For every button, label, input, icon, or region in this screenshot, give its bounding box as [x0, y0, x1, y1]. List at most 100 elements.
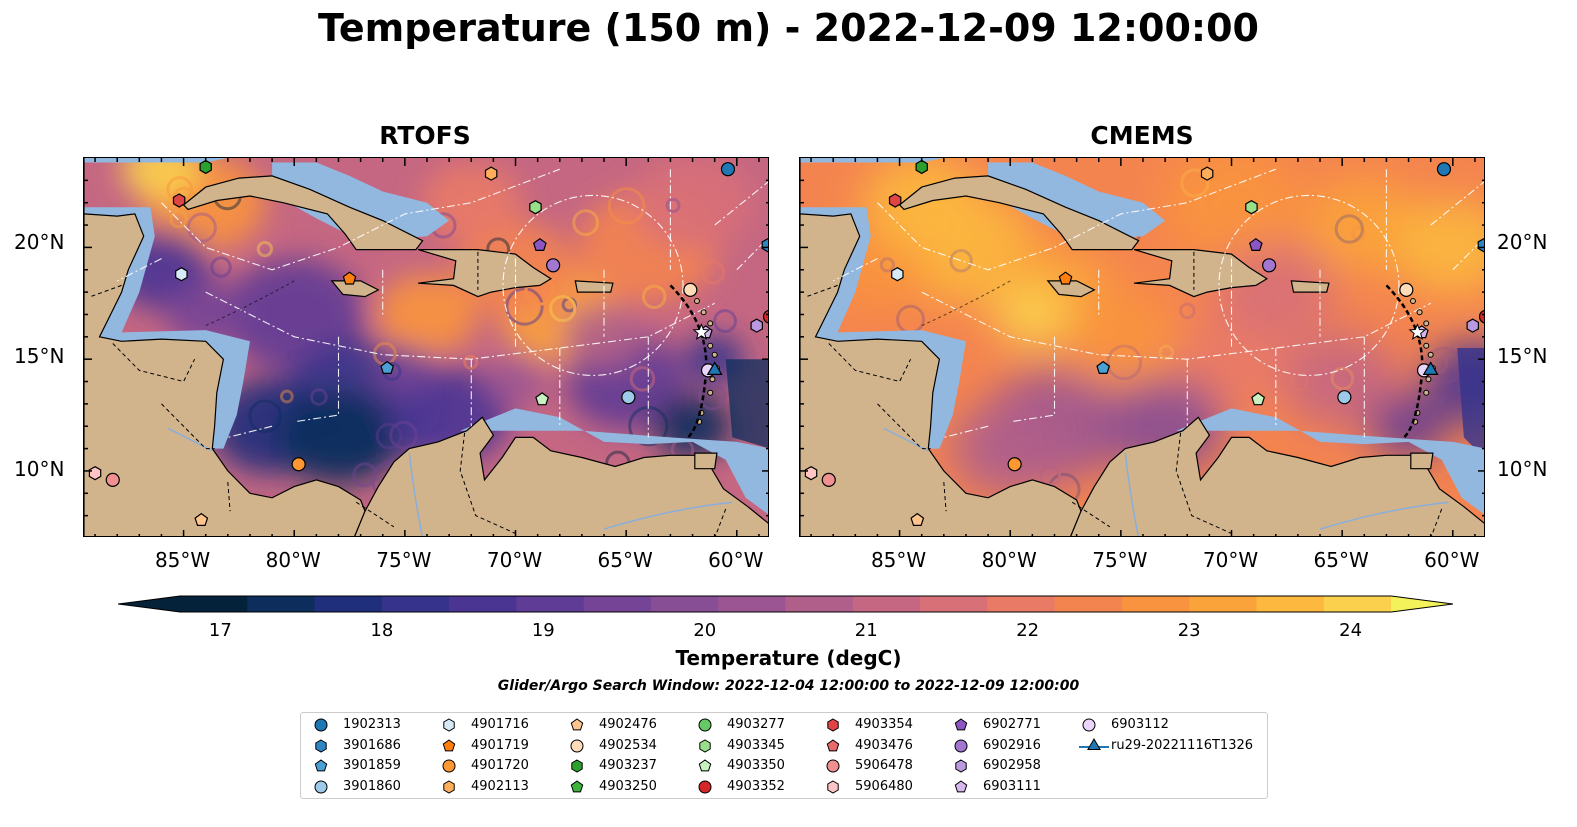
legend-marker	[954, 779, 968, 792]
observation-marker	[172, 193, 186, 208]
observation-marker	[1466, 318, 1480, 333]
observation-marker	[762, 309, 768, 324]
colorbar-segment	[1189, 596, 1257, 612]
legend-marker	[826, 759, 840, 773]
glider-star-marker	[692, 323, 711, 340]
colorbar-tick-label: 21	[854, 620, 878, 641]
colorbar-segment	[650, 596, 719, 612]
lon-label: 60°W	[1424, 548, 1480, 572]
colorbar-segment	[1323, 596, 1392, 612]
legend-label: 4903250	[599, 778, 657, 794]
legend-marker	[827, 718, 839, 732]
lon-label: 70°W	[486, 548, 543, 572]
lat-label-right: 15°N	[1497, 344, 1548, 368]
legend-marker	[442, 738, 456, 751]
lon-label: 60°W	[708, 548, 764, 572]
panel-title-cmems: CMEMS	[1090, 121, 1194, 150]
observation-marker	[535, 392, 550, 406]
legend-label: 4902534	[599, 737, 657, 753]
observation-marker	[761, 238, 768, 253]
colorbar-segment	[1054, 596, 1123, 612]
legend-label: 5906480	[855, 778, 913, 794]
observation-marker	[891, 267, 904, 282]
observation-marker	[750, 318, 764, 333]
legend-label: 4903277	[727, 717, 785, 732]
lon-label: 70°W	[1202, 548, 1259, 572]
legend-marker	[698, 718, 712, 732]
colorbar-tick-label: 24	[1339, 620, 1363, 641]
lat-label-left: 20°N	[14, 230, 65, 254]
colorbar-tick-label: 23	[1177, 620, 1201, 641]
lon-label: 80°W	[981, 548, 1037, 572]
legend-marker	[570, 779, 584, 792]
observation-marker	[1422, 361, 1439, 375]
glider-star-marker	[1408, 323, 1427, 340]
colorbar-segment	[449, 596, 517, 612]
colorbar-tick-label: 18	[370, 620, 394, 641]
observation-marker	[291, 457, 306, 472]
legend-marker	[314, 780, 328, 793]
observation-marker	[683, 282, 698, 297]
observation-marker	[1436, 162, 1452, 177]
observation-marker	[529, 200, 542, 215]
observation-marker	[1248, 237, 1263, 252]
legend-label: 6903111	[983, 778, 1041, 794]
legend-label: 3901859	[343, 758, 401, 773]
colorbar-segment	[718, 596, 786, 612]
observation-marker	[88, 466, 102, 481]
search-window-text: Glider/Argo Search Window: 2022-12-04 12…	[497, 678, 1080, 694]
legend-marker	[698, 759, 712, 772]
legend-marker	[570, 739, 584, 752]
observation-marker	[821, 472, 836, 487]
colorbar-segment	[1121, 596, 1190, 612]
observation-marker	[199, 159, 212, 175]
legend-label: 4901716	[471, 717, 529, 732]
colorbar-segment	[314, 596, 383, 612]
observation-marker	[1251, 392, 1266, 406]
lon-label: 65°W	[1313, 548, 1369, 572]
legend-marker	[827, 779, 839, 794]
observation-marker	[1337, 390, 1352, 405]
observation-marker	[1262, 258, 1277, 273]
colorbar-segment	[920, 596, 988, 612]
legend-marker	[571, 759, 583, 773]
observation-marker	[342, 271, 357, 285]
observation-marker	[105, 472, 120, 487]
legend-label: 4903350	[727, 758, 785, 773]
lon-label: 85°W	[154, 548, 211, 572]
lon-label: 85°W	[870, 548, 927, 572]
lat-label-right: 20°N	[1497, 230, 1548, 254]
legend-marker	[443, 718, 455, 732]
colorbar-tick-label: 17	[208, 620, 232, 641]
legend-marker	[314, 718, 328, 732]
legend-label: 3901686	[343, 737, 401, 753]
observation-marker	[888, 193, 902, 208]
lon-label: 80°W	[265, 548, 321, 572]
observation-marker	[1399, 282, 1414, 297]
observation-marker	[194, 512, 209, 526]
legend-marker	[1082, 718, 1096, 732]
panel-title-rtofs: RTOFS	[379, 121, 471, 150]
legend-marker	[699, 738, 711, 753]
colorbar-segment	[381, 596, 450, 612]
observation-marker	[1007, 457, 1022, 472]
legend-marker	[954, 718, 968, 731]
legend-label: 4903476	[855, 737, 913, 753]
lon-label: 75°W	[1092, 548, 1148, 572]
observation-marker	[706, 361, 723, 375]
colorbar-extend-high	[1391, 596, 1453, 612]
lat-label-right: 10°N	[1497, 457, 1548, 481]
observation-marker	[915, 159, 928, 175]
legend: 1902313 3901686 3901859 3901860 4901716 49017…	[300, 712, 1268, 799]
map-rtofs	[83, 157, 769, 537]
legend-label: 6903112	[1111, 717, 1169, 732]
colorbar-tick-label: 22	[1016, 620, 1040, 641]
observation-marker	[804, 466, 818, 481]
observation-marker	[720, 162, 736, 177]
colorbar-segment	[583, 596, 652, 612]
lon-label: 65°W	[597, 548, 653, 572]
legend-label: 4903352	[727, 778, 785, 794]
legend-label: 6902916	[983, 737, 1041, 753]
legend-label: 4902113	[471, 778, 529, 794]
legend-label: 3901860	[343, 778, 401, 794]
